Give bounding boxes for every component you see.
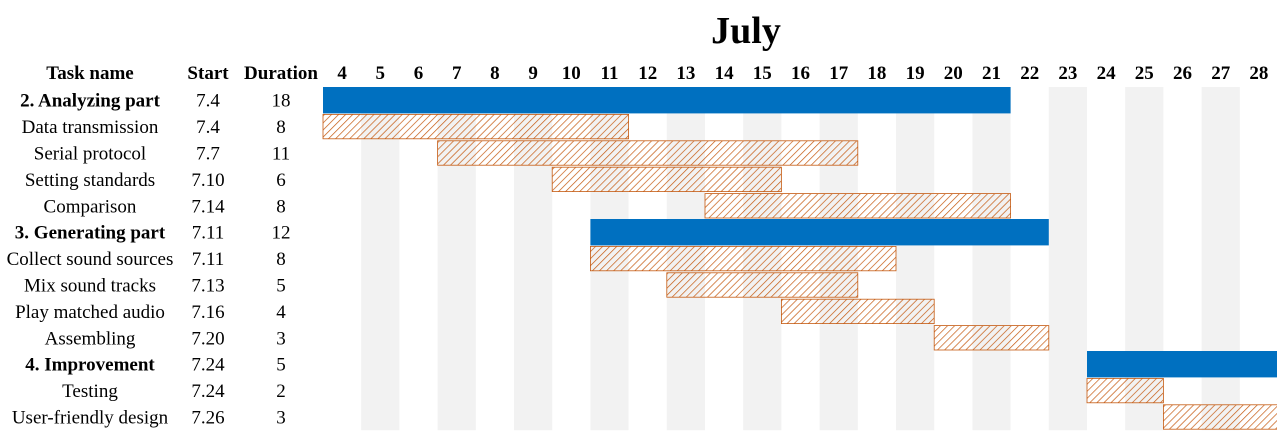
task-duration: 11 <box>272 144 290 165</box>
task-start: 7.24 <box>191 355 225 376</box>
task-name: Assembling <box>45 328 136 349</box>
task-name: Play matched audio <box>15 302 165 323</box>
task-duration: 2 <box>276 381 286 402</box>
task-rows: 2. Analyzing part 7.4 18 Data transmission 7… <box>7 87 1277 430</box>
day-label: 4 <box>337 63 347 84</box>
task-name: Mix sound tracks <box>24 276 156 297</box>
day-label: 20 <box>944 63 963 84</box>
group-bar <box>1087 351 1277 378</box>
day-label: 6 <box>414 63 424 84</box>
day-band <box>361 87 400 431</box>
day-label: 10 <box>562 63 581 84</box>
day-band <box>1048 87 1087 431</box>
day-label: 11 <box>601 63 619 84</box>
task-bar <box>437 140 859 166</box>
task-name: 2. Analyzing part <box>20 91 161 112</box>
task-duration: 8 <box>276 196 286 217</box>
task-name: Testing <box>62 381 118 402</box>
task-start: 7.11 <box>192 223 225 244</box>
task-name: Data transmission <box>22 117 159 138</box>
task-duration: 3 <box>276 408 286 429</box>
task-duration: 12 <box>272 223 291 244</box>
day-label: 15 <box>753 63 772 84</box>
day-label: 28 <box>1249 63 1268 84</box>
day-label: 25 <box>1135 63 1154 84</box>
day-label: 21 <box>982 63 1001 84</box>
task-start: 7.13 <box>191 276 224 297</box>
day-label: 19 <box>906 63 925 84</box>
task-bar <box>666 272 859 298</box>
task-start: 7.14 <box>191 196 225 217</box>
duration-header: Duration <box>244 63 318 84</box>
task-bar <box>551 166 782 192</box>
day-label: 12 <box>638 63 657 84</box>
task-start: 7.24 <box>191 381 225 402</box>
day-label: 27 <box>1211 63 1231 84</box>
task-duration: 4 <box>276 302 286 323</box>
day-label: 16 <box>791 63 810 84</box>
task-start: 7.4 <box>196 91 220 112</box>
day-label: 18 <box>867 63 886 84</box>
task-duration: 6 <box>276 170 286 191</box>
task-bar <box>933 325 1050 351</box>
task-start: 7.16 <box>191 302 224 323</box>
task-bar <box>1163 404 1277 430</box>
task-duration: 3 <box>276 328 286 349</box>
task-start: 7.26 <box>191 408 224 429</box>
day-label: 22 <box>1020 63 1039 84</box>
day-label: 7 <box>452 63 462 84</box>
task-start: 7.11 <box>192 249 225 270</box>
task-bar <box>704 193 1012 219</box>
day-label: 14 <box>715 63 735 84</box>
day-label: 8 <box>490 63 500 84</box>
task-duration: 5 <box>276 276 286 297</box>
day-label: 17 <box>829 63 849 84</box>
task-name: Comparison <box>44 196 137 217</box>
task-name: 4. Improvement <box>25 355 155 376</box>
task-start: 7.20 <box>191 328 224 349</box>
task-duration: 5 <box>276 355 286 376</box>
chart-title: July <box>711 10 781 52</box>
start-header: Start <box>187 63 229 84</box>
task-name: User-friendly design <box>12 408 169 429</box>
task-bar <box>322 114 630 140</box>
day-band <box>1201 87 1240 431</box>
task-name: Collect sound sources <box>7 249 174 270</box>
group-bar <box>590 219 1049 246</box>
task-duration: 8 <box>276 117 286 138</box>
task-bar <box>781 298 935 325</box>
day-label: 23 <box>1058 63 1077 84</box>
task-start: 7.4 <box>196 117 220 138</box>
task-start: 7.10 <box>191 170 224 191</box>
day-label: 26 <box>1173 63 1192 84</box>
day-label: 24 <box>1097 63 1117 84</box>
task-name: Setting standards <box>25 170 155 191</box>
day-axis: 4 5 6 7 8 9 10 11 12 13 14 15 16 17 18 19 20 21 22 23 24 25 26… <box>337 63 1268 84</box>
task-name: Serial protocol <box>34 144 146 165</box>
task-name: 3. Generating part <box>15 223 166 244</box>
task-name-header: Task name <box>46 63 133 84</box>
day-label: 5 <box>376 63 386 84</box>
task-bar <box>590 245 897 272</box>
task-bar <box>1086 377 1164 404</box>
task-duration: 18 <box>272 91 291 112</box>
day-label: 9 <box>528 63 538 84</box>
task-start: 7.7 <box>196 144 220 165</box>
day-label: 13 <box>676 63 695 84</box>
task-duration: 8 <box>276 249 286 270</box>
group-bar <box>323 87 1011 114</box>
day-band <box>972 87 1011 431</box>
day-band <box>896 87 935 431</box>
